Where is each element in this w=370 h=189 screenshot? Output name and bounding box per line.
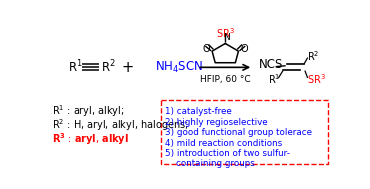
Text: NCS: NCS bbox=[259, 58, 284, 71]
Text: 1) catalyst-free: 1) catalyst-free bbox=[165, 107, 232, 116]
Text: SR$^3$: SR$^3$ bbox=[216, 27, 235, 40]
Text: R$^2$: R$^2$ bbox=[101, 59, 116, 76]
Text: 3) good functional group tolerace: 3) good functional group tolerace bbox=[165, 128, 312, 137]
Text: R$^1$: R$^1$ bbox=[268, 72, 280, 86]
Text: R$^2$: R$^2$ bbox=[307, 49, 319, 63]
Text: +: + bbox=[122, 60, 134, 75]
Text: SR$^3$: SR$^3$ bbox=[307, 72, 326, 86]
Text: containing groups: containing groups bbox=[165, 159, 255, 168]
Text: HFIP, 60 °C: HFIP, 60 °C bbox=[200, 75, 250, 84]
Text: NH$_4$SCN: NH$_4$SCN bbox=[155, 60, 203, 75]
Text: 4) mild reaction conditions: 4) mild reaction conditions bbox=[165, 139, 282, 148]
Text: 2) highly regioselective: 2) highly regioselective bbox=[165, 118, 268, 127]
Text: $\mathbf{R^3}$ : $\mathbf{aryl}$, $\mathbf{alkyl}$: $\mathbf{R^3}$ : $\mathbf{aryl}$, $\math… bbox=[53, 131, 129, 147]
Text: O: O bbox=[241, 44, 249, 54]
Text: O: O bbox=[202, 44, 210, 54]
Text: R$^1$ : aryl, alkyl;: R$^1$ : aryl, alkyl; bbox=[53, 104, 125, 119]
Text: 5) introduction of two sulfur-: 5) introduction of two sulfur- bbox=[165, 149, 290, 158]
Text: N: N bbox=[223, 33, 229, 42]
Bar bbox=[161, 100, 327, 164]
Text: R$^1$: R$^1$ bbox=[68, 59, 83, 76]
Text: R$^2$ : H, aryl, alkyl, halogens;: R$^2$ : H, aryl, alkyl, halogens; bbox=[53, 117, 189, 133]
